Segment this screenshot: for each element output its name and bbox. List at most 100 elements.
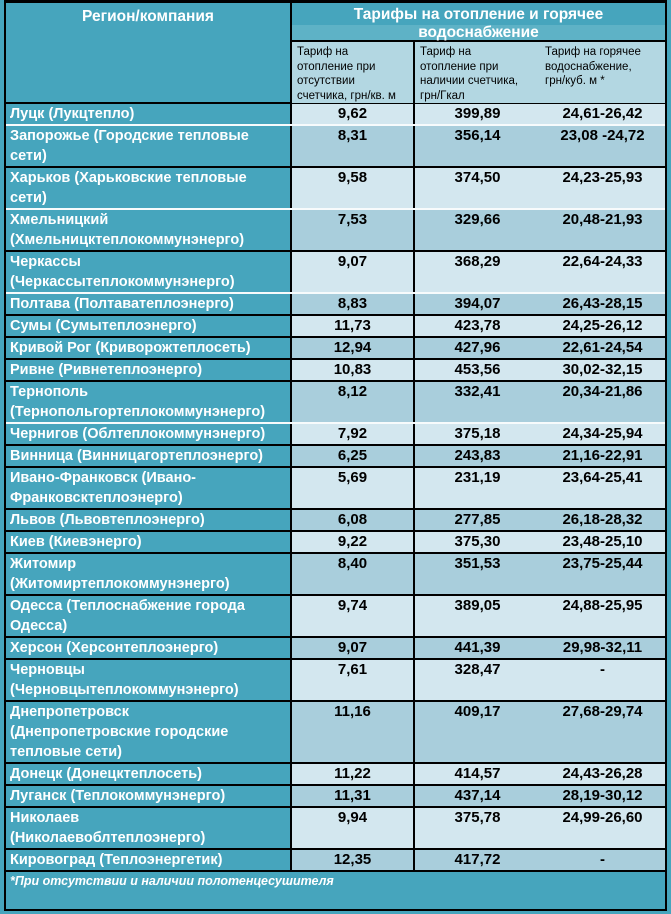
hot-water-tariff-cell: 21,16-22,91 (540, 446, 665, 466)
region-cell: Херсон (Херсонтеплоэнерго) (6, 638, 292, 658)
region-cell: Днепропетровск (Днепропетровские городск… (6, 702, 292, 762)
tariff-no-meter-cell: 5,69 (292, 468, 415, 508)
hot-water-tariff-cell: 20,48-21,93 (540, 210, 665, 250)
region-cell: Полтава (Полтаватеплоэнерго) (6, 294, 292, 314)
tariffs-header-group: Тарифы на отопление и горячее водоснабже… (292, 3, 665, 103)
tariff-with-meter-cell: 394,07 (415, 294, 540, 314)
hot-water-tariff-cell: - (540, 660, 665, 700)
hot-water-tariff-cell: 20,34-21,86 (540, 382, 665, 422)
hot-water-tariff-cell: 24,23-25,93 (540, 168, 665, 208)
table-row: Винница (Винницагортеплоэнерго) 6,25 243,8… (6, 446, 665, 468)
hot-water-tariff-cell: 27,68-29,74 (540, 702, 665, 762)
table-row: Сумы (Сумытеплоэнерго) 11,73 423,78 24,25-2… (6, 316, 665, 338)
table-row: Херсон (Херсонтеплоэнерго) 9,07 441,39 29,9… (6, 638, 665, 660)
region-cell: Львов (Львовтеплоэнерго) (6, 510, 292, 530)
hot-water-tariff-cell: 26,43-28,15 (540, 294, 665, 314)
subheader-tariff-with-meter: Тариф на отопление при наличии счетчика,… (420, 46, 519, 102)
region-cell: Луганск (Теплокоммунэнерго) (6, 786, 292, 806)
hot-water-tariff-cell: - (540, 850, 665, 870)
tariff-with-meter-cell: 375,18 (415, 424, 540, 444)
tariff-with-meter-cell: 414,57 (415, 764, 540, 784)
footnote: *При отсутствии и наличии полотенцесушит… (6, 872, 665, 909)
hot-water-tariff-cell: 30,02-32,15 (540, 360, 665, 380)
hot-water-tariff-cell: 26,18-28,32 (540, 510, 665, 530)
tariff-no-meter-cell: 7,53 (292, 210, 415, 250)
region-cell: Кировоград (Теплоэнергетик) (6, 850, 292, 870)
table-row: Житомир (Житомиртеплокоммунэнерго) 8,40 35… (6, 554, 665, 596)
tariff-with-meter-cell: 375,30 (415, 532, 540, 552)
tariffs-title-line1: Тарифы на отопление и горячее (292, 3, 665, 25)
tariff-no-meter-cell: 11,22 (292, 764, 415, 784)
tariff-no-meter-cell: 9,07 (292, 638, 415, 658)
region-cell: Киев (Киевэнерго) (6, 532, 292, 552)
hot-water-tariff-cell: 24,34-25,94 (540, 424, 665, 444)
table-row: Донецк (Донецктеплосеть) 11,22 414,57 24,43… (6, 764, 665, 786)
region-company-header: Регион/компания (6, 3, 292, 102)
table-row: Полтава (Полтаватеплоэнерго) 8,83 394,07 26… (6, 294, 665, 316)
tariff-with-meter-cell: 389,05 (415, 596, 540, 636)
region-cell: Луцк (Лукцтепло) (6, 104, 292, 124)
table-row: Кировоград (Теплоэнергетик) 12,35 417,72- (6, 850, 665, 872)
tariff-with-meter-cell: 441,39 (415, 638, 540, 658)
hot-water-tariff-cell: 29,98-32,11 (540, 638, 665, 658)
hot-water-tariff-cell: 24,88-25,95 (540, 596, 665, 636)
region-cell: Черкассы (Черкассытеплокоммунэнерго) (6, 252, 292, 292)
table-row: Тернополь (Тернопольгортеплокоммунэнерго… (6, 382, 665, 424)
region-cell: Одесса (Теплоснабжение города Одесса) (6, 596, 292, 636)
hot-water-tariff-cell: 22,61-24,54 (540, 338, 665, 358)
hot-water-tariff-cell: 22,64-24,33 (540, 252, 665, 292)
region-cell: Ривне (Ривнетеплоэнерго) (6, 360, 292, 380)
hot-water-tariff-cell: 24,43-26,28 (540, 764, 665, 784)
table-row: Черновцы (Черновцытеплокоммунэнерго) 7,61… (6, 660, 665, 702)
hot-water-tariff-cell: 24,61-26,42 (540, 104, 665, 124)
region-cell: Кривой Рог (Криворожтеплосеть) (6, 338, 292, 358)
table-row: Хмельницкий (Хмельницктеплокоммунэнерго)… (6, 210, 665, 252)
table-row: Львов (Львовтеплоэнерго) 6,08 277,85 26,18-… (6, 510, 665, 532)
table-body: Луцк (Лукцтепло) 9,62 399,89 24,61-26,42 Зап… (6, 104, 665, 872)
table-row: Николаев (Николаевоблтеплоэнерго) 9,94 375… (6, 808, 665, 850)
subheader-hot-water: Тариф на горячее водоснабжение, грн/куб.… (545, 46, 641, 87)
region-cell: Хмельницкий (Хмельницктеплокоммунэнерго) (6, 210, 292, 250)
tariff-with-meter-cell: 375,78 (415, 808, 540, 848)
tariff-no-meter-cell: 9,22 (292, 532, 415, 552)
hot-water-tariff-cell: 23,48-25,10 (540, 532, 665, 552)
tariff-no-meter-cell: 11,73 (292, 316, 415, 336)
tariff-with-meter-cell: 409,17 (415, 702, 540, 762)
table-row: Ривне (Ривнетеплоэнерго) 10,83 453,56 30,02… (6, 360, 665, 382)
region-cell: Чернигов (Облтеплокоммунэнерго) (6, 424, 292, 444)
region-cell: Ивано-Франковск (Ивано-Франковсктеплоэне… (6, 468, 292, 508)
tariffs-title-line2: водоснабжение (292, 25, 665, 42)
tariff-no-meter-cell: 9,07 (292, 252, 415, 292)
tariff-no-meter-cell: 9,74 (292, 596, 415, 636)
tariff-with-meter-cell: 332,41 (415, 382, 540, 422)
tariff-no-meter-cell: 9,94 (292, 808, 415, 848)
tariff-no-meter-cell: 10,83 (292, 360, 415, 380)
tariff-no-meter-cell: 6,08 (292, 510, 415, 530)
tariff-with-meter-cell: 243,83 (415, 446, 540, 466)
region-cell: Сумы (Сумытеплоэнерго) (6, 316, 292, 336)
tariff-no-meter-cell: 9,58 (292, 168, 415, 208)
tariff-with-meter-cell: 423,78 (415, 316, 540, 336)
region-cell: Тернополь (Тернопольгортеплокоммунэнерго… (6, 382, 292, 422)
region-cell: Житомир (Житомиртеплокоммунэнерго) (6, 554, 292, 594)
tariff-with-meter-cell: 427,96 (415, 338, 540, 358)
hot-water-tariff-cell: 24,25-26,12 (540, 316, 665, 336)
table-row: Луганск (Теплокоммунэнерго) 11,31 437,14 28… (6, 786, 665, 808)
hot-water-tariff-cell: 23,64-25,41 (540, 468, 665, 508)
region-cell: Запорожье (Городские тепловые сети) (6, 126, 292, 166)
tariff-with-meter-cell: 351,53 (415, 554, 540, 594)
tariff-with-meter-cell: 368,29 (415, 252, 540, 292)
tariff-with-meter-cell: 417,72 (415, 850, 540, 870)
region-cell: Харьков (Харьковские тепловые сети) (6, 168, 292, 208)
tariff-no-meter-cell: 11,16 (292, 702, 415, 762)
hot-water-tariff-cell: 24,99-26,60 (540, 808, 665, 848)
tariff-with-meter-cell: 453,56 (415, 360, 540, 380)
tariff-with-meter-cell: 277,85 (415, 510, 540, 530)
table-row: Киев (Киевэнерго) 9,22 375,30 23,48-25,10 (6, 532, 665, 554)
tariff-with-meter-cell: 356,14 (415, 126, 540, 166)
tariff-no-meter-cell: 12,94 (292, 338, 415, 358)
tariff-no-meter-cell: 11,31 (292, 786, 415, 806)
table-row: Днепропетровск (Днепропетровские городск… (6, 702, 665, 764)
table-row: Запорожье (Городские тепловые сети) 8,31 3… (6, 126, 665, 168)
region-cell: Донецк (Донецктеплосеть) (6, 764, 292, 784)
